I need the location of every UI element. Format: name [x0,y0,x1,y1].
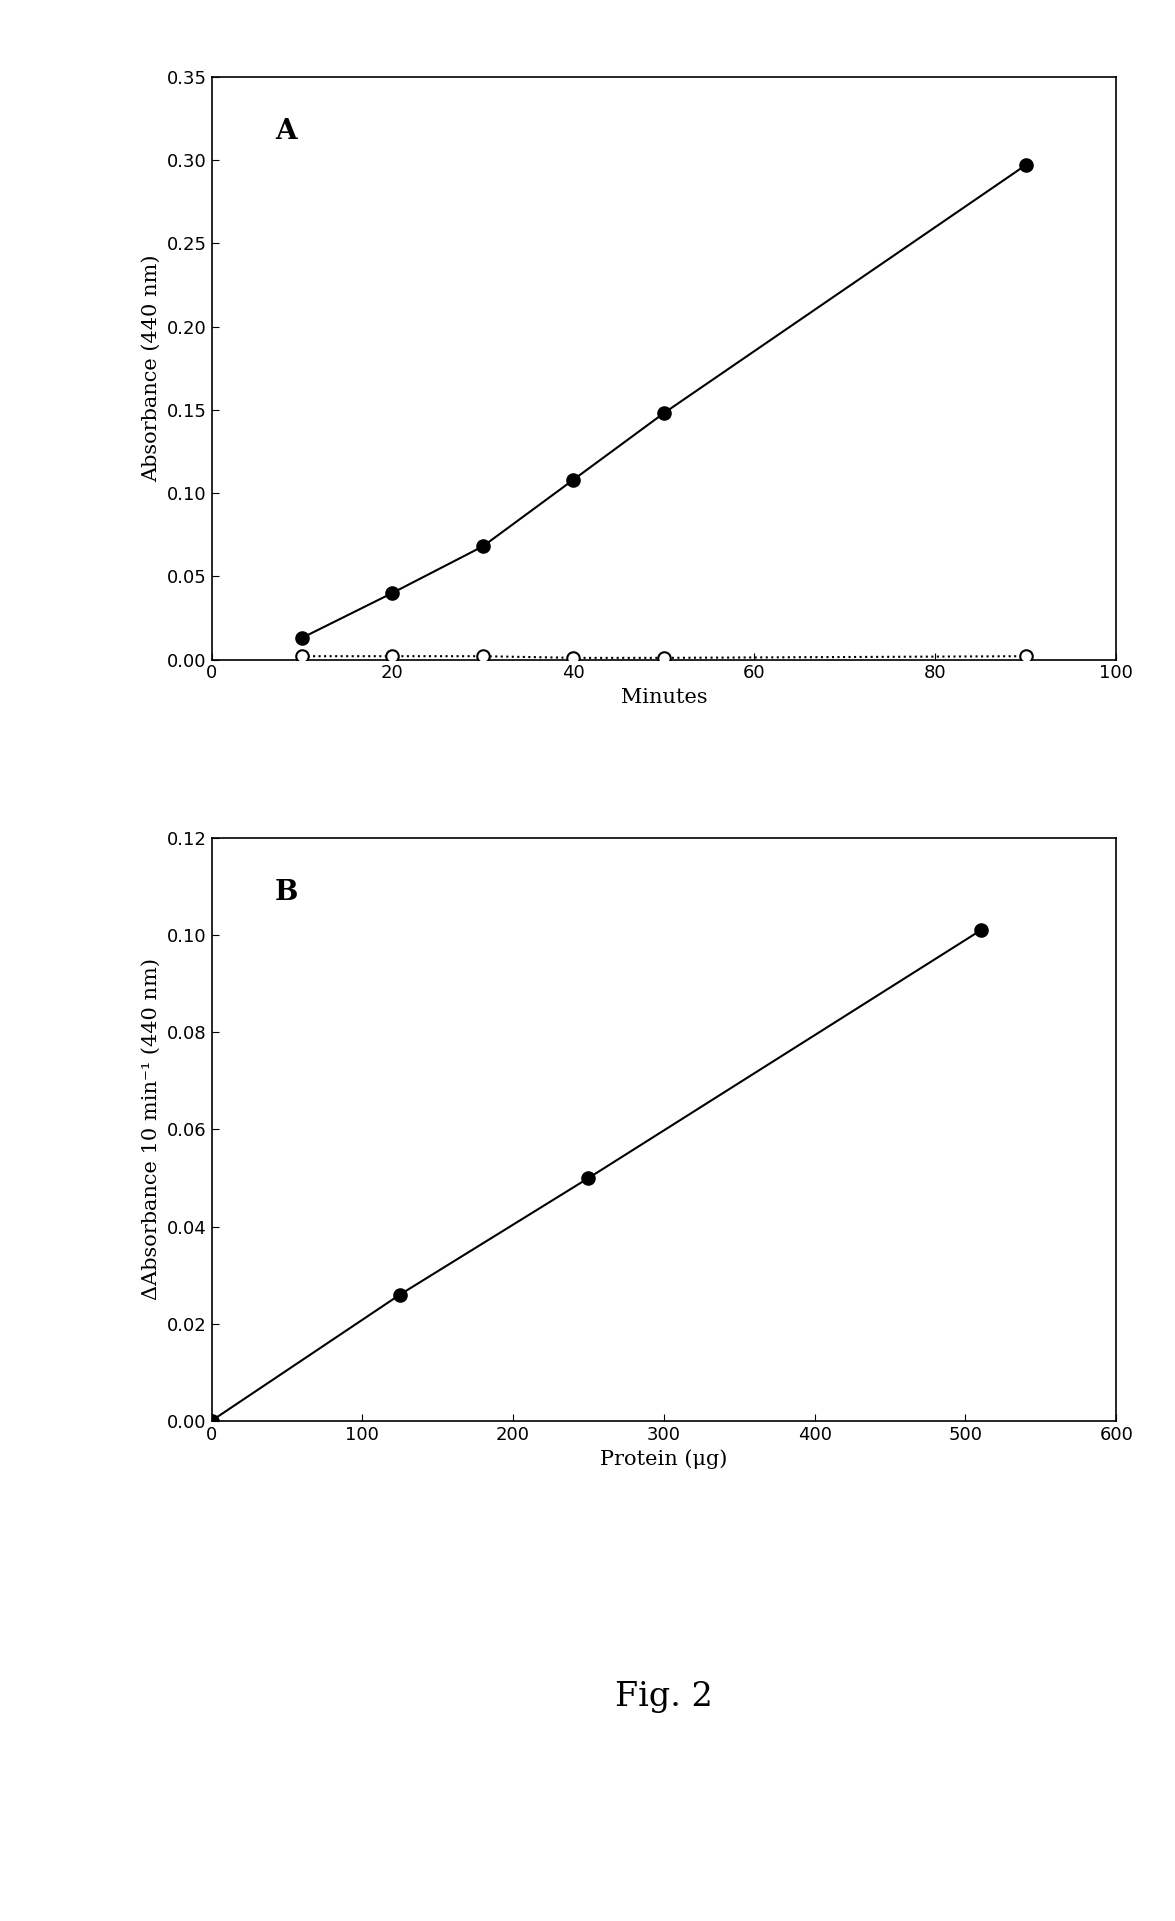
Point [579,1162,598,1193]
Y-axis label: ΔAbsorbance 10 min⁻¹ (440 nm): ΔAbsorbance 10 min⁻¹ (440 nm) [142,959,161,1301]
Point [202,1406,221,1437]
Point [383,578,402,609]
Y-axis label: Absorbance (440 nm): Absorbance (440 nm) [142,254,161,482]
Point [390,1279,409,1310]
Point [1016,150,1035,181]
Point [971,914,989,945]
Point [654,398,673,428]
Point [293,622,311,653]
Point [1016,642,1035,672]
Text: A: A [275,117,296,144]
Point [564,642,583,672]
X-axis label: Protein (μg): Protein (μg) [600,1448,727,1470]
Text: Fig. 2: Fig. 2 [615,1681,713,1714]
Point [654,642,673,672]
X-axis label: Minutes: Minutes [620,688,707,707]
Point [383,642,402,672]
Point [474,642,492,672]
Point [564,465,583,496]
Point [474,530,492,561]
Point [293,642,311,672]
Text: B: B [275,880,298,907]
